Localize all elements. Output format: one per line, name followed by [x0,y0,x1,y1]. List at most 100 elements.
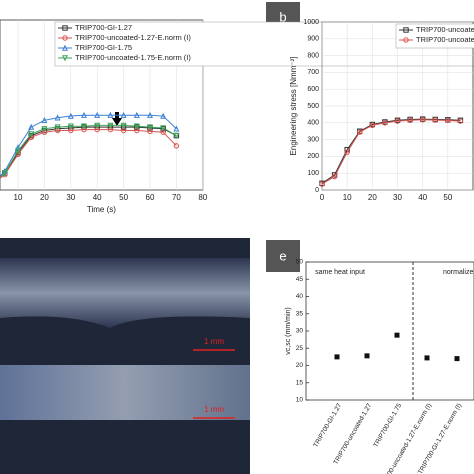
data-point [67,112,74,119]
legend-box [395,23,474,49]
panel-letter-box [266,240,300,272]
data-point [369,122,376,129]
x-tick-label: 10 [343,193,352,202]
data-point [454,356,460,362]
series-line [321,119,461,185]
data-point [80,111,88,118]
y-tick-label: 20 [296,362,304,369]
x-tick-label: 10 [14,193,23,202]
annotation: same heat input [315,269,365,276]
y-tick-label: 700 [307,69,319,76]
data-point [344,149,350,155]
data-point [394,332,400,338]
x-tick-label: 20 [368,193,377,202]
scale-label: 1 mm [204,337,224,346]
series-line [0,124,177,179]
data-point [432,117,438,123]
y-tick-label: 400 [307,120,319,127]
data-point [173,143,180,149]
data-point [41,126,48,133]
data-point [146,111,154,118]
data-point [334,354,340,360]
legend-label: TRIP700-uncoate [416,35,474,44]
legend-label: TRIP700-uncoate [416,25,474,34]
data-point [146,124,154,131]
data-point [1,170,8,177]
x-tick-label: 50 [119,193,128,202]
data-point [28,123,35,130]
y-tick-label: 10 [296,397,304,404]
legend-label: TRIP700-GI-1.27 [75,23,132,32]
legend-marker [61,55,69,62]
series-line [0,114,177,177]
legend-marker [61,44,69,51]
x-tick-label: 30 [66,193,75,202]
y-tick-label: 800 [307,52,319,59]
x-tick-label: TRIP700-GI-1.75 [372,402,403,449]
data-point [14,144,22,151]
data-point [133,111,140,118]
x-tick-label: TRIP700-GI-1.27 [312,402,343,449]
data-point [445,117,451,124]
y-tick-label: 1000 [303,19,319,26]
arrow [112,112,122,126]
legend-marker [403,37,409,43]
y-axis-label: Engineering stress [Nmm⁻²] [289,57,298,156]
legend-label: TRIP700-uncoated-1.27-E.norm (I) [75,33,191,42]
data-point [331,173,338,180]
series-line [0,129,177,180]
x-tick-label: 80 [198,193,207,202]
x-tick-label: 60 [146,193,155,202]
data-point [133,123,140,130]
y-tick-label: 500 [307,103,319,110]
annotation: normalize [443,269,473,276]
data-point [120,122,127,129]
x-tick-label: 40 [93,193,102,202]
micrograph-bottom [0,365,250,420]
data-point [54,124,61,131]
data-point [94,111,101,118]
data-point [14,148,22,155]
data-point [394,118,401,124]
y-tick-label: 200 [307,153,319,160]
y-tick-label: 600 [307,86,319,93]
x-tick-label: 50 [443,193,452,202]
panel-letter: b [279,9,286,24]
y-tick-label: 0 [315,187,319,194]
data-point [67,123,74,130]
data-point [173,125,180,132]
legend-marker [62,25,68,31]
x-axis-label: Time (s) [87,205,116,214]
y-tick-label: 100 [307,170,319,177]
legend-marker [403,27,409,33]
y-tick-label: 40 [296,293,304,300]
data-point [419,117,426,123]
scale-label: 1 mm [204,405,224,414]
series-line [321,118,461,184]
y-tick-label: 45 [296,276,304,283]
data-point [364,353,370,359]
legend-label: TRIP700-GI-1.75 [75,43,132,52]
plot-frame [305,261,474,401]
data-point [407,117,413,123]
data-point [319,181,325,187]
micrograph-top [0,258,250,328]
x-tick-label: 30 [393,193,402,202]
data-point [107,122,114,129]
y-axis-label: vc,sc (mm/min) [285,307,292,354]
y-tick-label: 35 [296,310,304,317]
data-point [80,123,88,130]
data-point [160,125,167,132]
data-point [173,132,180,139]
data-point [424,355,430,361]
data-point [457,118,464,124]
panel-letter: e [279,248,286,263]
data-point [357,129,363,135]
y-tick-label: 900 [307,36,319,43]
x-tick-label: 0 [320,193,325,202]
y-tick-label: 15 [296,379,304,386]
data-point [28,131,35,138]
data-point [41,116,48,123]
